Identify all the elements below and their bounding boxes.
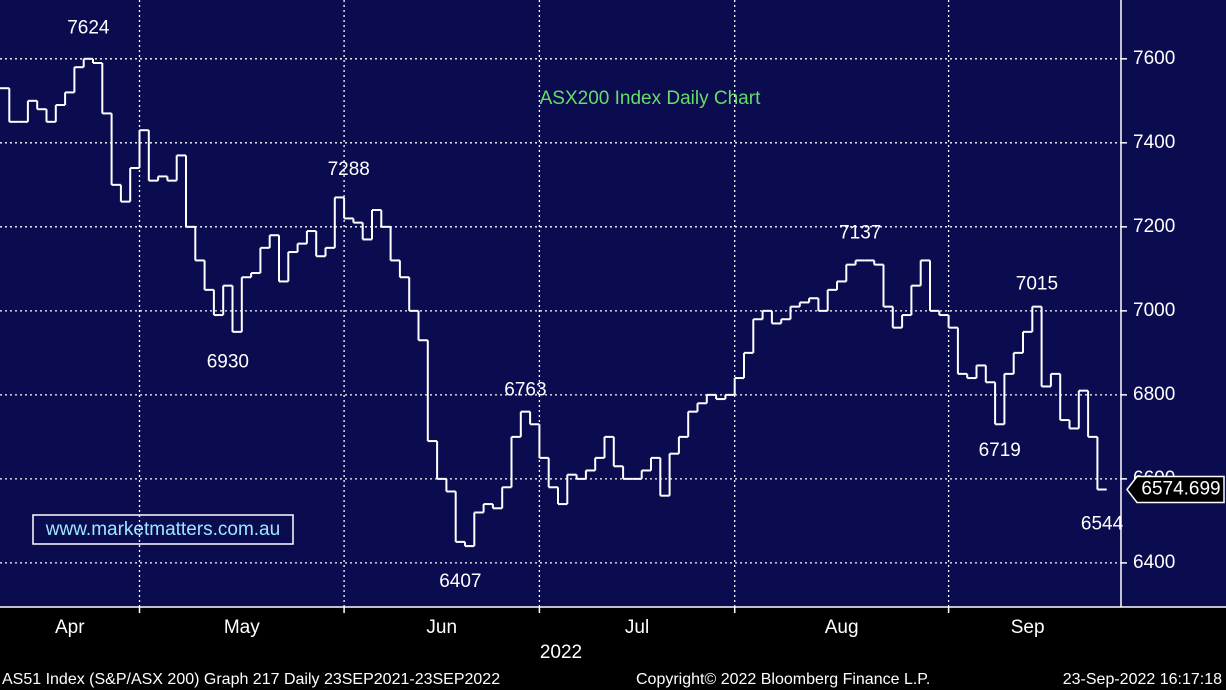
annotation: 7624 [67,18,110,39]
last-price-label: 6574.699 [1141,479,1220,500]
watermark-box [32,514,294,545]
watermark: www.marketmatters.com.au [45,519,280,540]
y-tick-label: 6800 [1133,384,1175,405]
annotation: 7015 [1016,274,1058,295]
annotation: 6544 [1081,513,1124,534]
y-tick-label: 6400 [1133,552,1175,573]
footer-date: 23-Sep-2022 16:17:18 [1063,671,1222,688]
annotation: 6407 [439,571,481,592]
axis-background [0,607,1226,690]
last-price-box [1126,475,1225,504]
x-tick-label: May [224,617,260,638]
plot-background [0,0,1226,607]
x-tick-label: Apr [55,617,85,638]
x-tick-label: Aug [825,617,859,638]
x-tick-label: Jun [426,617,457,638]
annotation: 7288 [328,159,370,180]
y-tick-label: 7200 [1133,216,1175,237]
y-tick-label: 7600 [1133,48,1175,69]
x-tick-label: Jul [625,617,649,638]
annotation: 6719 [979,440,1021,461]
y-tick-label: 7000 [1133,300,1175,321]
annotation: 6930 [207,351,249,372]
footer-copyright: Copyright© 2022 Bloomberg Finance L.P. [636,671,930,688]
annotation: 7137 [839,222,881,243]
annotation: 6763 [504,379,546,400]
footer-left: AS51 Index (S&P/ASX 200) Graph 217 Daily… [2,671,500,688]
chart-title: ASX200 Index Daily Chart [540,88,761,109]
y-tick-label: 7400 [1133,132,1175,153]
x-tick-label: Sep [1011,617,1045,638]
x-axis-title: 2022 [540,642,582,663]
